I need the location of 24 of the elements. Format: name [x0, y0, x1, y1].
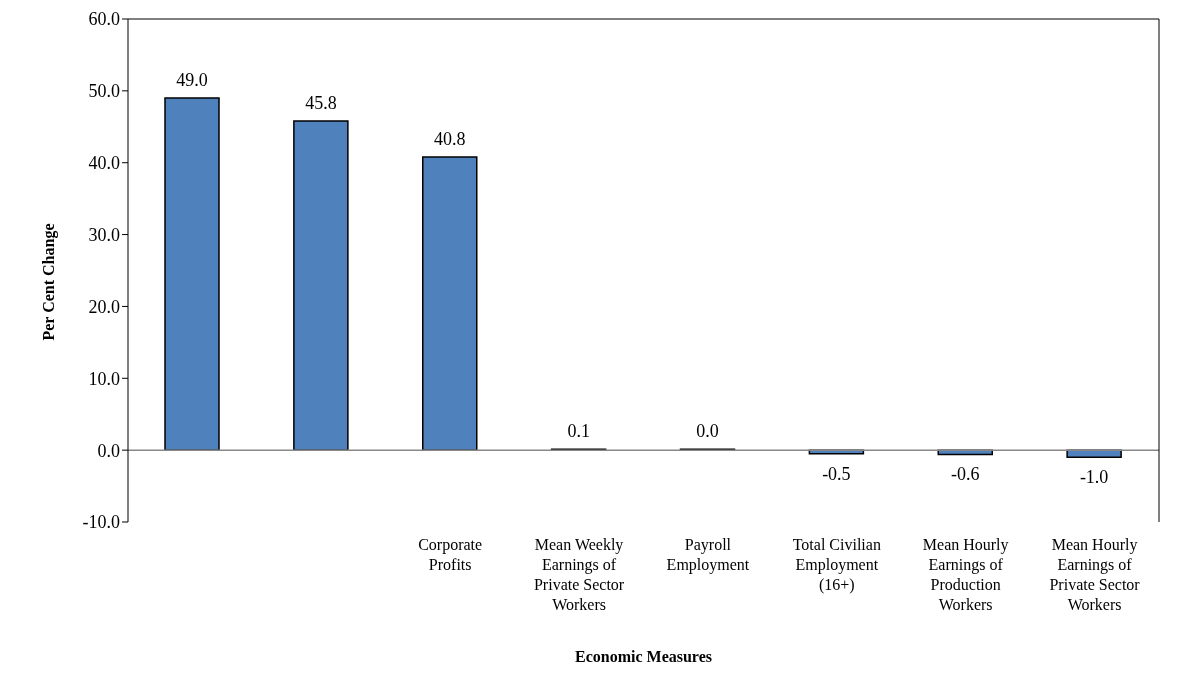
- data-label: -1.0: [1079, 467, 1109, 488]
- y-tick-label: 50.0: [88, 81, 120, 102]
- y-tick-label: 40.0: [88, 153, 120, 174]
- x-axis-title: Economic Measures: [574, 648, 713, 665]
- y-tick-label: 30.0: [88, 224, 120, 245]
- data-label: 0.0: [696, 421, 719, 442]
- data-label: 0.1: [567, 421, 590, 442]
- y-tick-label: -10.0: [82, 512, 120, 533]
- x-tick-label: Mean Hourly Earnings of Production Workers: [922, 536, 1009, 613]
- y-axis-title: Per Cent Change: [39, 223, 58, 341]
- y-tick-label: 0.0: [97, 440, 120, 461]
- data-label: -0.5: [822, 463, 851, 484]
- x-tick-label: Total Civilian Employment (16+): [792, 536, 881, 594]
- data-label: 45.8: [305, 93, 337, 114]
- x-tick-label: Mean Hourly Earnings of Private Sector Workers: [1049, 536, 1141, 613]
- y-tick-label: 60.0: [88, 9, 120, 30]
- data-label: 40.8: [434, 128, 466, 149]
- x-tick-label: Corporate Profits: [418, 536, 483, 573]
- data-label: -0.6: [951, 464, 980, 485]
- y-tick-label: 20.0: [88, 296, 120, 317]
- data-label: 49.0: [176, 70, 208, 91]
- x-tick-label: Mean Weekly Earnings of Private Sector Workers: [533, 536, 625, 613]
- x-tick-label: Payroll Employment: [666, 536, 750, 574]
- y-tick-label: 10.0: [88, 368, 120, 389]
